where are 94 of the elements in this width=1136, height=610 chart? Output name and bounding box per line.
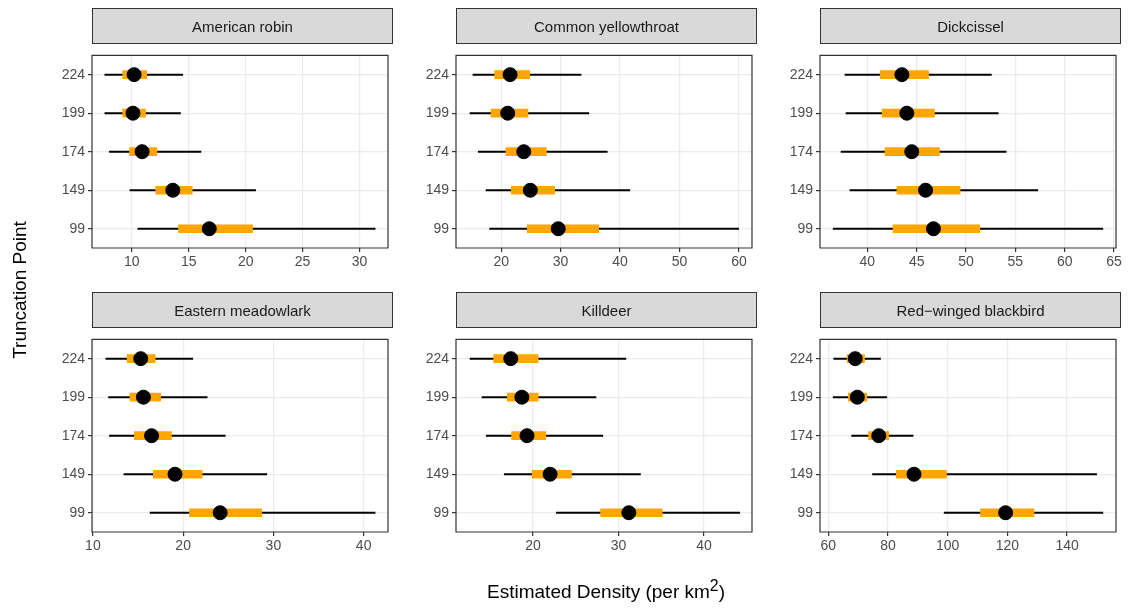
point bbox=[503, 351, 519, 367]
point bbox=[621, 505, 637, 521]
x-axis-title: Estimated Density (per km$^{2}$) bbox=[487, 576, 725, 604]
y-tick-label: 174 bbox=[789, 426, 814, 443]
point bbox=[998, 505, 1014, 521]
point bbox=[522, 182, 538, 198]
x-tick-label: 20 bbox=[493, 253, 510, 270]
x-tick-label: 140 bbox=[1055, 537, 1079, 554]
chart-title: Dickcissel bbox=[820, 8, 1121, 44]
y-tick-label: 149 bbox=[61, 465, 86, 482]
y-tick-label: 224 bbox=[61, 349, 86, 366]
point bbox=[904, 144, 920, 160]
x-tick-label: 25 bbox=[294, 253, 311, 270]
point bbox=[918, 182, 934, 198]
point bbox=[212, 505, 228, 521]
y-tick-label: 199 bbox=[789, 388, 814, 405]
x-tick-label: 30 bbox=[610, 537, 627, 554]
x-tick-label: 20 bbox=[175, 537, 192, 554]
point bbox=[906, 466, 922, 482]
y-tick-label: 224 bbox=[61, 65, 86, 82]
x-tick-label: 40 bbox=[355, 537, 372, 554]
chart-title: Red−winged blackbird bbox=[820, 292, 1121, 328]
x-tick-label: 20 bbox=[525, 537, 541, 554]
point bbox=[925, 221, 941, 237]
point bbox=[899, 105, 915, 121]
point bbox=[144, 428, 160, 444]
y-tick-label: 99 bbox=[69, 503, 86, 520]
chart-title: Common yellowthroat bbox=[456, 8, 757, 44]
y-tick-label: 99 bbox=[433, 219, 450, 236]
y-tick-label: 149 bbox=[789, 181, 814, 198]
x-tick-label: 30 bbox=[351, 253, 368, 270]
y-tick-label: 174 bbox=[789, 142, 814, 159]
y-tick-label: 174 bbox=[425, 142, 450, 159]
x-tick-label: 40 bbox=[696, 537, 713, 554]
point bbox=[894, 67, 910, 83]
point bbox=[201, 221, 217, 237]
y-tick-label: 224 bbox=[425, 349, 450, 366]
y-tick-label: 99 bbox=[69, 219, 86, 236]
chart-title: Eastern meadowlark bbox=[92, 292, 393, 328]
x-tick-label: 100 bbox=[936, 537, 960, 554]
x-tick-label: 30 bbox=[265, 537, 282, 554]
point bbox=[165, 182, 181, 198]
y-tick-label: 174 bbox=[425, 426, 450, 443]
chart-title: Killdeer bbox=[456, 292, 757, 328]
point bbox=[516, 144, 532, 160]
point bbox=[125, 105, 141, 121]
point bbox=[134, 144, 150, 160]
y-tick-label: 174 bbox=[61, 426, 86, 443]
x-tick-label: 40 bbox=[612, 253, 629, 270]
point bbox=[167, 466, 183, 482]
point bbox=[135, 389, 151, 405]
y-tick-label: 199 bbox=[61, 104, 86, 121]
y-tick-label: 224 bbox=[789, 65, 814, 82]
y-tick-label: 99 bbox=[797, 503, 814, 520]
y-tick-label: 149 bbox=[425, 181, 450, 198]
x-tick-label: 20 bbox=[237, 253, 254, 270]
y-axis-title: Truncation Point bbox=[9, 221, 31, 359]
y-tick-label: 149 bbox=[425, 465, 450, 482]
x-tick-label: 120 bbox=[995, 537, 1020, 554]
x-tick-label: 80 bbox=[880, 537, 897, 554]
x-tick-label: 10 bbox=[124, 253, 140, 270]
x-tick-label: 65 bbox=[1106, 253, 1123, 270]
point bbox=[550, 221, 566, 237]
y-tick-label: 99 bbox=[797, 219, 814, 236]
point bbox=[519, 428, 535, 444]
x-tick-label: 30 bbox=[552, 253, 569, 270]
point bbox=[133, 351, 149, 367]
point bbox=[126, 67, 142, 83]
x-tick-label: 60 bbox=[820, 537, 837, 554]
x-tick-label: 55 bbox=[1007, 253, 1024, 270]
y-tick-label: 199 bbox=[425, 104, 450, 121]
point bbox=[502, 67, 518, 83]
point bbox=[847, 351, 863, 367]
y-tick-label: 224 bbox=[425, 65, 450, 82]
y-tick-label: 199 bbox=[61, 388, 86, 405]
y-tick-label: 199 bbox=[789, 104, 814, 121]
x-tick-label: 50 bbox=[671, 253, 688, 270]
y-tick-label: 174 bbox=[61, 142, 86, 159]
x-tick-label: 40 bbox=[859, 253, 876, 270]
point bbox=[514, 389, 530, 405]
chart-title: American robin bbox=[92, 8, 393, 44]
x-tick-label: 10 bbox=[85, 537, 101, 554]
y-tick-label: 149 bbox=[789, 465, 814, 482]
x-tick-label: 45 bbox=[908, 253, 925, 270]
y-tick-label: 224 bbox=[789, 349, 814, 366]
point bbox=[542, 466, 558, 482]
y-tick-label: 99 bbox=[433, 503, 450, 520]
x-tick-label: 60 bbox=[731, 253, 747, 270]
y-tick-label: 149 bbox=[61, 181, 86, 198]
point bbox=[500, 105, 516, 121]
x-tick-label: 50 bbox=[958, 253, 975, 270]
y-tick-label: 199 bbox=[425, 388, 450, 405]
x-tick-label: 15 bbox=[180, 253, 197, 270]
x-tick-label: 60 bbox=[1056, 253, 1073, 270]
